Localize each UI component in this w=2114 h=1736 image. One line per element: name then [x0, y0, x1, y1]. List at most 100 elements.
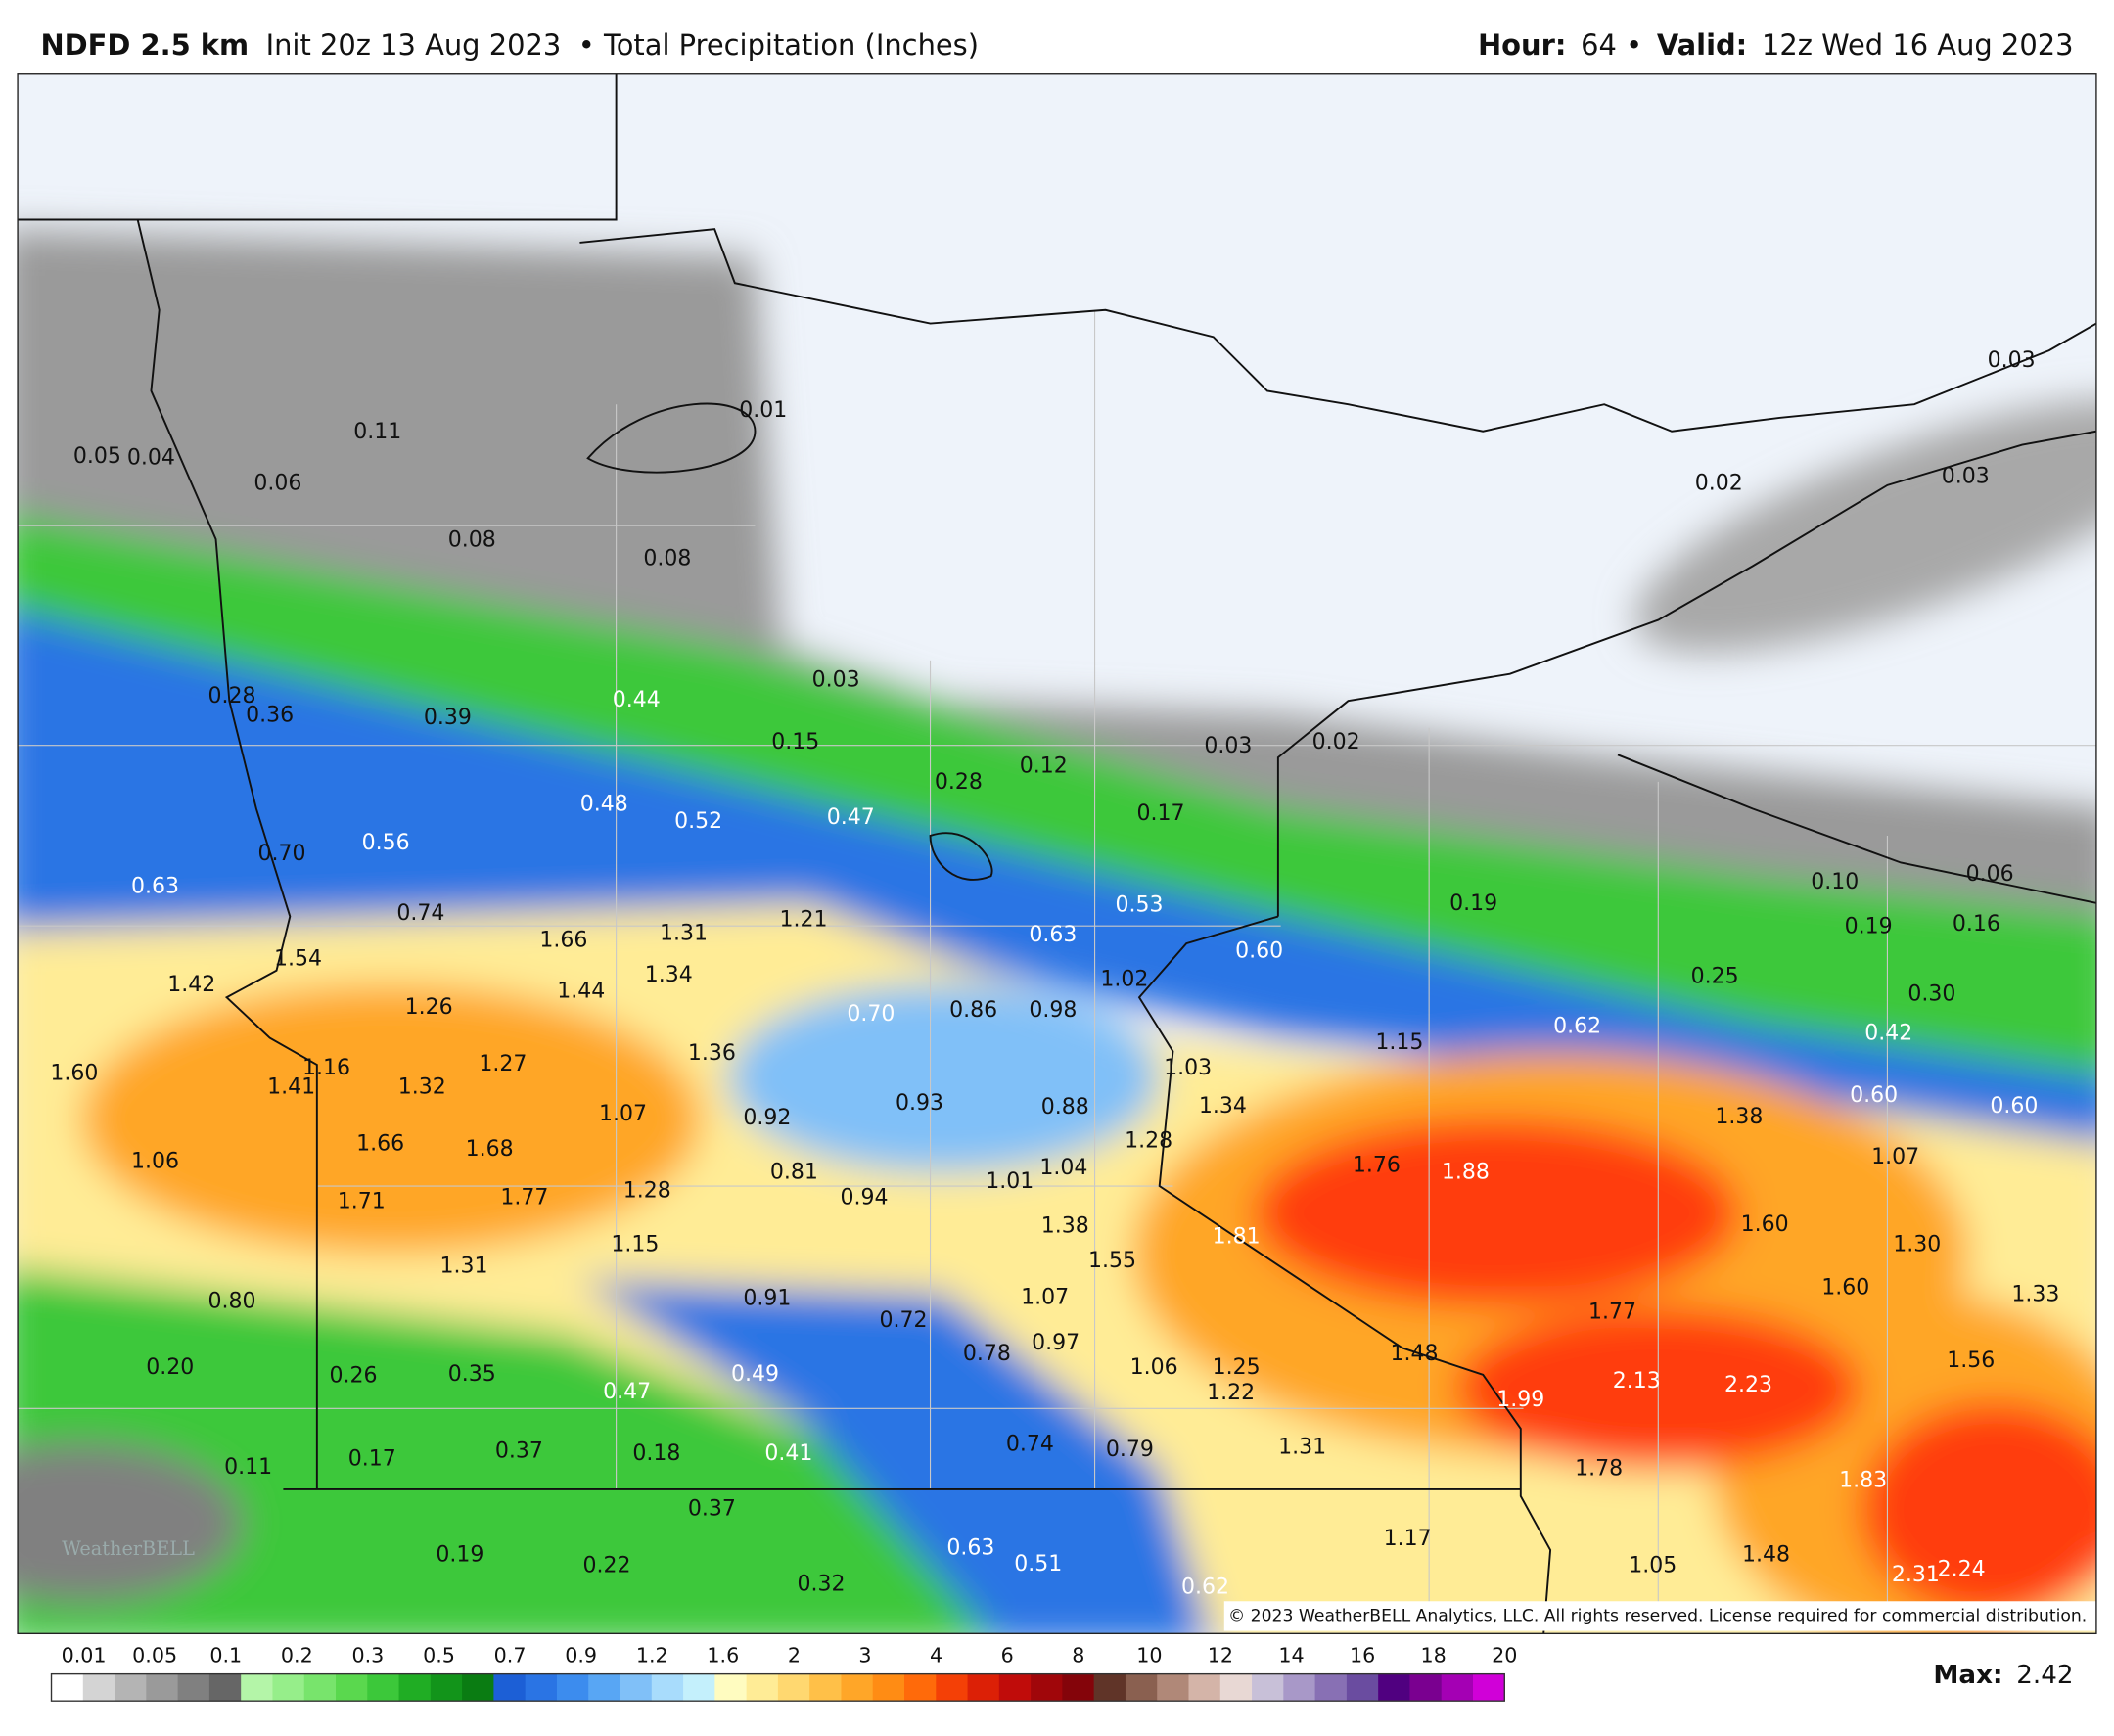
value-label: 0.92	[743, 1106, 791, 1130]
precip-gray	[1633, 398, 2096, 653]
copyright: © 2023 WeatherBELL Analytics, LLC. All r…	[1228, 1606, 2087, 1625]
legend-swatch	[115, 1673, 148, 1702]
value-label: 0.17	[348, 1447, 396, 1472]
legend: 0.01 0.05 0.1 0.2 0.3 0.5 0.7 0.9 1.2 1.6 2 3 4 6 8 10 1…	[50, 1644, 1517, 1702]
value-label: 0.01	[739, 398, 787, 423]
legend-tick-label: 12	[1208, 1644, 1233, 1667]
value-label: 1.34	[1199, 1094, 1247, 1119]
legend-tick-label: 0.05	[132, 1644, 177, 1667]
value-label: 0.15	[771, 730, 819, 754]
value-label: 1.83	[1839, 1469, 1887, 1493]
legend-swatch	[303, 1673, 337, 1702]
value-label: 0.74	[1006, 1432, 1054, 1456]
value-label: 0.30	[1907, 982, 1955, 1006]
precip-lightblue	[727, 983, 1160, 1173]
max-value: 2.42	[2016, 1661, 2073, 1690]
legend-swatch	[367, 1673, 400, 1702]
value-label: 0.63	[946, 1536, 994, 1561]
legend-swatch	[777, 1673, 810, 1702]
value-label: 0.74	[396, 901, 444, 926]
value-label: 1.21	[780, 908, 828, 933]
value-label: 1.28	[1125, 1129, 1172, 1154]
value-label: 1.34	[645, 963, 693, 987]
value-label: 0.49	[731, 1362, 779, 1387]
value-label: 1.81	[1213, 1224, 1261, 1249]
value-label: 0.06	[1966, 862, 2014, 887]
border	[136, 219, 318, 1489]
legend-tick-label: 1.2	[636, 1644, 668, 1667]
precip-blue	[18, 611, 2096, 1168]
precip-red	[1860, 1401, 2096, 1618]
border	[1276, 430, 2096, 917]
value-label: 1.66	[356, 1131, 404, 1156]
value-label: 0.39	[424, 706, 472, 730]
legend-swatch	[967, 1673, 1000, 1702]
legend-tick-label: 3	[858, 1644, 871, 1667]
value-label: 0.72	[879, 1308, 927, 1333]
value-label: 0.16	[1953, 912, 2000, 937]
value-label: 0.37	[495, 1439, 543, 1463]
value-label: 0.03	[1988, 348, 2036, 373]
border	[579, 228, 2096, 433]
value-label: 0.98	[1029, 998, 1077, 1023]
map-frame	[17, 73, 2097, 1635]
precip-gray	[18, 229, 2096, 929]
header-left: NDFD 2.5 km Init 20z 13 Aug 2023 • Total…	[40, 28, 979, 62]
legend-swatch	[714, 1673, 748, 1702]
legend-tick-label: 0.3	[351, 1644, 384, 1667]
value-label: 1.25	[1213, 1355, 1261, 1380]
legend-swatch	[1409, 1673, 1443, 1702]
legend-tick-label: 1.6	[707, 1644, 739, 1667]
legend-tick-label: 16	[1350, 1644, 1375, 1667]
legend-swatch	[1157, 1673, 1190, 1702]
legend-swatch	[998, 1673, 1032, 1702]
value-label: 1.60	[1821, 1276, 1869, 1301]
legend-swatch	[1219, 1673, 1253, 1702]
value-label: 2.13	[1613, 1369, 1661, 1393]
value-label: 1.27	[479, 1052, 527, 1076]
legend-swatch	[872, 1673, 905, 1702]
value-label: 0.25	[1691, 965, 1739, 989]
value-label: 0.12	[1020, 754, 1068, 779]
value-label: 0.60	[1850, 1083, 1898, 1108]
value-label: 0.03	[812, 668, 860, 693]
value-label: 1.01	[986, 1169, 1034, 1194]
legend-swatch	[1252, 1673, 1285, 1702]
value-label: 0.52	[674, 809, 722, 834]
borders	[18, 73, 2096, 1634]
value-label: 2.31	[1892, 1563, 1940, 1587]
legend-swatch	[588, 1673, 621, 1702]
value-label: 1.71	[338, 1190, 386, 1214]
legend-tick-label: 10	[1136, 1644, 1162, 1667]
legend-tick-label: 0.9	[565, 1644, 597, 1667]
init: Init 20z 13 Aug 2023	[266, 28, 562, 62]
value-label: 1.33	[2011, 1283, 2059, 1307]
value-label: 1.03	[1164, 1056, 1212, 1080]
value-label: 0.08	[643, 547, 691, 571]
value-label: 0.63	[131, 874, 179, 898]
value-label: 1.56	[1947, 1348, 1995, 1373]
legend-swatch	[430, 1673, 463, 1702]
value-label: 0.08	[448, 527, 496, 552]
value-label: 1.48	[1742, 1542, 1790, 1567]
valid: 12z Wed 16 Aug 2023	[1762, 28, 2074, 62]
legend-swatch	[146, 1673, 179, 1702]
value-label: 0.28	[208, 684, 256, 708]
value-label: 0.26	[330, 1363, 378, 1388]
value-label: 0.06	[253, 471, 301, 495]
value-label: 0.48	[580, 792, 628, 816]
value-labels: 0.01 0.05 0.04 0.11 0.06 0.08 0.08 0.03 0.02 0.03…	[50, 348, 2059, 1599]
value-label: 0.17	[1137, 801, 1185, 826]
legend-swatch	[241, 1673, 274, 1702]
value-label: 0.60	[1235, 938, 1283, 963]
legend-swatch	[272, 1673, 305, 1702]
legend-swatch	[1314, 1673, 1348, 1702]
value-label: 1.31	[660, 921, 708, 945]
value-label: 1.02	[1100, 967, 1148, 991]
value-label: 0.02	[1312, 730, 1360, 754]
value-label: 0.93	[896, 1091, 943, 1116]
legend-swatch	[1283, 1673, 1316, 1702]
legend-swatch	[525, 1673, 558, 1702]
legend-tick-label: 20	[1492, 1644, 1517, 1667]
value-label: 0.51	[1014, 1552, 1062, 1576]
